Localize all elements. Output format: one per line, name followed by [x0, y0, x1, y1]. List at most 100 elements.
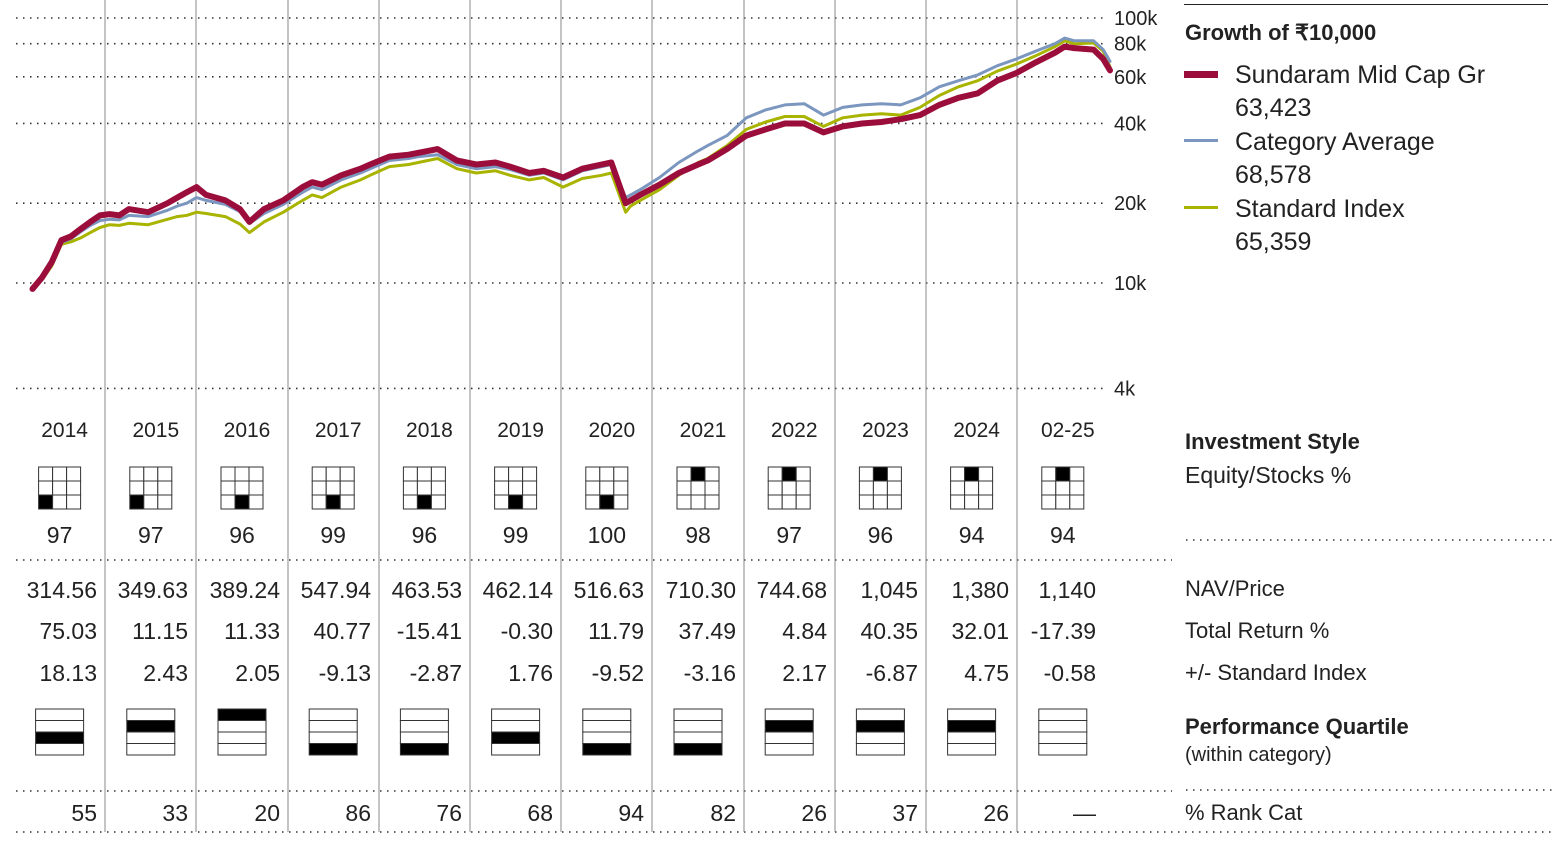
cell--standard-index-7: -3.16: [684, 660, 736, 686]
style-cell: [1041, 480, 1057, 496]
quartile-bar: [491, 708, 541, 721]
quartile-bar: [399, 743, 449, 756]
quartile-bar: [582, 708, 632, 721]
style-cell: [143, 480, 159, 496]
style-cell: [248, 466, 264, 482]
quartile-bar: [491, 731, 541, 744]
style-cell: [978, 494, 994, 510]
style-cell: [38, 480, 54, 496]
rank-cell-4: 76: [436, 800, 462, 826]
quartile-bar: [947, 720, 997, 733]
quartile-bar: [399, 720, 449, 733]
style-cell: [157, 466, 173, 482]
style-cell: [781, 480, 797, 496]
row-label-total-return: Total Return %: [1185, 618, 1330, 643]
style-cell: [676, 494, 692, 510]
style-cell: [704, 494, 720, 510]
style-cell: [38, 466, 54, 482]
style-cell: [964, 480, 980, 496]
style-cell: [430, 494, 446, 510]
style-cell: [872, 494, 888, 510]
style-cell: [704, 466, 720, 482]
equity-pct-6: 100: [588, 522, 626, 548]
style-cell: [143, 494, 159, 510]
cell--standard-index-0: 18.13: [39, 660, 97, 686]
quartile-bar: [582, 720, 632, 733]
cell--standard-index-4: -2.87: [410, 660, 462, 686]
style-cell: [508, 466, 524, 482]
investment-style-label: Investment Style: [1185, 429, 1360, 454]
year-label-2015: 2015: [132, 419, 179, 442]
equity-pct-3: 99: [320, 522, 346, 548]
style-cell: [858, 494, 874, 510]
style-cell: [325, 494, 341, 510]
quartile-bar: [764, 731, 814, 744]
year-label-2022: 2022: [771, 419, 818, 442]
style-cell: [795, 466, 811, 482]
style-cell: [690, 494, 706, 510]
performance-quartile-sublabel: (within category): [1185, 744, 1332, 766]
row-label-vs-index: +/- Standard Index: [1185, 660, 1367, 685]
y-tick-10k: 10k: [1114, 273, 1147, 295]
style-cell: [781, 466, 797, 482]
rank-cell-2: 20: [254, 800, 280, 826]
style-cell: [1055, 466, 1071, 482]
style-box-7: [676, 466, 720, 510]
quartile-bar: [673, 731, 723, 744]
cell-total-return--6: 11.79: [588, 618, 644, 644]
style-cell: [585, 494, 601, 510]
style-cell: [494, 494, 510, 510]
quartile-bar: [217, 731, 267, 744]
style-cell: [886, 466, 902, 482]
cell--standard-index-3: -9.13: [319, 660, 371, 686]
equity-pct-11: 94: [1050, 522, 1076, 548]
style-cell: [402, 480, 418, 496]
quartile-box-5: [491, 708, 541, 756]
style-cell: [416, 480, 432, 496]
equity-pct-8: 97: [776, 522, 802, 548]
quartile-bar: [308, 720, 358, 733]
year-label-2020: 2020: [588, 419, 635, 442]
style-cell: [599, 466, 615, 482]
style-cell: [430, 466, 446, 482]
quartile-box-1: [126, 708, 176, 756]
style-cell: [795, 494, 811, 510]
cell-total-return--4: -15.41: [397, 618, 462, 644]
quartile-bar: [399, 708, 449, 721]
quartile-box-9: [855, 708, 905, 756]
y-tick-60k: 60k: [1114, 67, 1147, 89]
quartile-bar: [947, 743, 997, 756]
quartile-bar: [673, 708, 723, 721]
quartile-bar: [673, 720, 723, 733]
quartile-box-10: [947, 708, 997, 756]
legend-value-category: 68,578: [1235, 161, 1312, 189]
legend-swatch-category: [1184, 139, 1218, 142]
year-label-2016: 2016: [224, 419, 271, 442]
year-label-2024: 2024: [953, 419, 1000, 442]
style-cell: [402, 494, 418, 510]
y-tick-20k: 20k: [1114, 193, 1147, 215]
style-cell: [157, 494, 173, 510]
cell--standard-index-9: -6.87: [866, 660, 918, 686]
rank-cell-3: 86: [345, 800, 371, 826]
equity-pct-9: 96: [868, 522, 894, 548]
investment-style-boxes: 97 97 96 99 96 99 100 98 97 96 94 94: [38, 466, 1085, 548]
performance-quartile-boxes: [35, 708, 1088, 756]
cell--standard-index-1: 2.43: [143, 660, 188, 686]
legend-value-fund: 63,423: [1235, 94, 1312, 122]
quartile-bar: [217, 720, 267, 733]
style-box-4: [402, 466, 446, 510]
quartile-bar: [308, 731, 358, 744]
style-box-10: [950, 466, 994, 510]
row-label-nav: NAV/Price: [1185, 576, 1285, 601]
style-cell: [858, 466, 874, 482]
style-cell: [248, 494, 264, 510]
style-box-8: [767, 466, 811, 510]
quartile-box-7: [673, 708, 723, 756]
style-cell: [311, 480, 327, 496]
style-cell: [690, 466, 706, 482]
style-cell: [886, 494, 902, 510]
quartile-bar: [1038, 720, 1088, 733]
quartile-bar: [673, 743, 723, 756]
rank-cell-0: 55: [71, 800, 97, 826]
